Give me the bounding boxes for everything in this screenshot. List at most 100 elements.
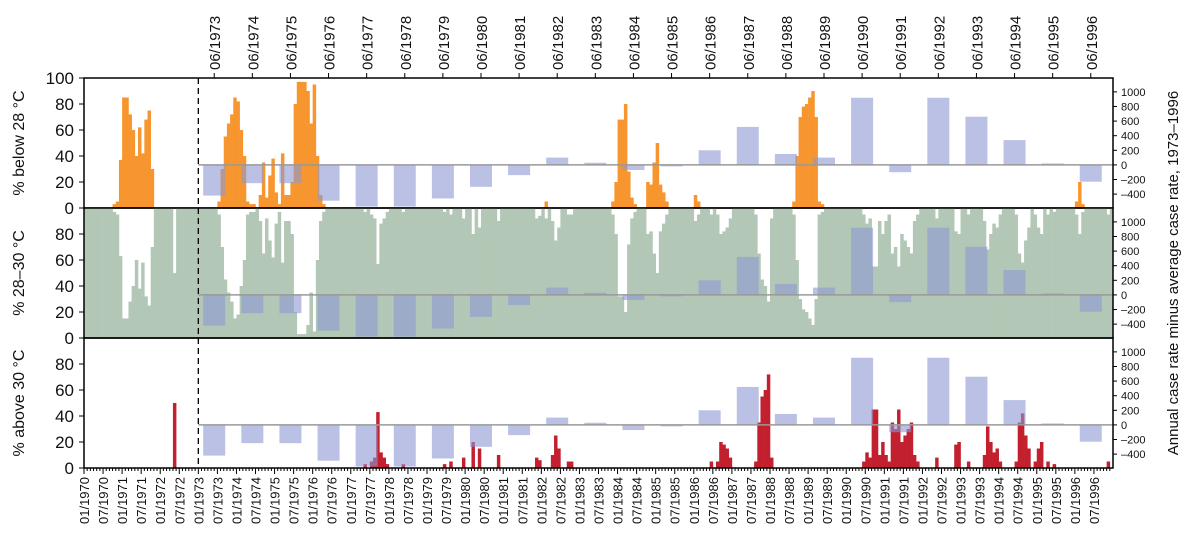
x-tick-label: 07/1996 bbox=[1087, 477, 1102, 524]
month-bar bbox=[525, 208, 529, 338]
month-bar bbox=[274, 223, 279, 338]
month-bar bbox=[303, 334, 307, 338]
month-bar bbox=[801, 309, 806, 338]
month-bar bbox=[544, 218, 548, 338]
month-bar bbox=[287, 221, 291, 338]
month-bar bbox=[363, 211, 367, 338]
month-bar bbox=[814, 299, 818, 338]
month-bar bbox=[703, 208, 707, 338]
x-tick-label: 01/1995 bbox=[1030, 477, 1045, 524]
month-bar bbox=[957, 442, 961, 468]
month-bar bbox=[1017, 253, 1022, 338]
month-bar bbox=[649, 231, 653, 338]
annual-bar bbox=[431, 424, 454, 459]
month-bar bbox=[385, 211, 390, 338]
month-bar bbox=[376, 263, 380, 338]
x-tick-label: 01/1981 bbox=[496, 477, 511, 524]
x-tick-label: 07/1990 bbox=[858, 477, 873, 524]
y2-tick-label: –200 bbox=[1121, 435, 1145, 447]
month-bar bbox=[712, 208, 717, 338]
y2-tick-label: 1000 bbox=[1121, 87, 1145, 99]
month-bar bbox=[836, 208, 841, 338]
y2-tick-label: –200 bbox=[1121, 175, 1145, 187]
y-axis-label: % 28–30 °C bbox=[11, 230, 28, 316]
month-bar bbox=[649, 184, 653, 208]
x-tick-label: 07/1973 bbox=[210, 477, 225, 524]
month-bar bbox=[560, 208, 564, 338]
month-bar bbox=[900, 442, 904, 468]
month-bar bbox=[633, 204, 637, 208]
month-bar bbox=[655, 143, 660, 208]
month-bar bbox=[144, 296, 148, 338]
month-bar bbox=[1024, 435, 1028, 468]
month-bar bbox=[674, 208, 679, 338]
x-tick-label: 01/1971 bbox=[115, 477, 130, 524]
month-bar bbox=[388, 208, 393, 338]
month-bar bbox=[995, 227, 999, 338]
annual-bar bbox=[965, 376, 988, 425]
month-bar bbox=[261, 162, 266, 208]
month-bar bbox=[1017, 422, 1022, 468]
month-bar bbox=[1071, 208, 1076, 338]
month-bar bbox=[423, 208, 428, 338]
month-bar bbox=[884, 455, 888, 468]
month-bar bbox=[395, 208, 399, 338]
month-bar bbox=[128, 114, 132, 208]
month-bar bbox=[897, 409, 901, 468]
month-bar bbox=[916, 214, 920, 338]
y-tick-label: 60 bbox=[55, 121, 74, 140]
month-bar bbox=[528, 208, 533, 338]
y2-tick-label: 400 bbox=[1121, 391, 1139, 403]
month-bar bbox=[404, 208, 409, 338]
x-tick-label: 01/1991 bbox=[877, 477, 892, 524]
x-tick-label: 01/1989 bbox=[801, 477, 816, 524]
month-bar bbox=[617, 296, 622, 338]
month-bar bbox=[519, 208, 523, 338]
month-bar bbox=[296, 81, 301, 208]
top-tick-label: 06/1980 bbox=[474, 16, 491, 70]
top-tick-label: 06/1993 bbox=[969, 16, 986, 70]
month-bar bbox=[992, 223, 996, 338]
month-bar bbox=[1074, 201, 1079, 208]
x-tick-label: 07/1989 bbox=[820, 477, 835, 524]
month-bar bbox=[798, 299, 803, 338]
month-bar bbox=[477, 448, 482, 468]
top-tick-label: 06/1994 bbox=[1008, 16, 1025, 70]
annual-bar bbox=[355, 424, 378, 467]
month-bar bbox=[897, 266, 901, 338]
month-bar bbox=[716, 214, 720, 338]
month-bar bbox=[245, 201, 250, 208]
month-bar bbox=[820, 211, 825, 338]
month-bar bbox=[881, 234, 885, 338]
month-bar bbox=[623, 312, 628, 338]
month-bar bbox=[947, 208, 952, 338]
month-bar bbox=[417, 208, 421, 338]
annual-bar bbox=[469, 294, 492, 317]
month-bar bbox=[868, 457, 872, 468]
top-tick-label: 06/1974 bbox=[245, 16, 262, 70]
month-bar bbox=[90, 208, 94, 338]
month-bar bbox=[770, 457, 774, 468]
y2-axis-label: Annual case rate minus average case rate… bbox=[1165, 91, 1182, 455]
month-bar bbox=[1062, 208, 1066, 338]
month-bar bbox=[706, 208, 710, 338]
month-bar bbox=[760, 279, 764, 338]
month-bar bbox=[893, 429, 898, 468]
y2-tick-label: 0 bbox=[1121, 420, 1127, 432]
month-bar bbox=[236, 101, 240, 208]
y2-tick-label: 200 bbox=[1121, 145, 1139, 157]
annual-bar bbox=[965, 246, 988, 295]
month-bar bbox=[411, 208, 415, 338]
month-bar bbox=[382, 218, 387, 338]
month-bar bbox=[166, 208, 171, 338]
annual-bar bbox=[736, 126, 759, 165]
x-tick-label: 01/1988 bbox=[763, 477, 778, 524]
annual-bar bbox=[317, 164, 340, 201]
month-bar bbox=[687, 208, 691, 338]
y2-tick-label: –400 bbox=[1121, 189, 1145, 201]
month-bar bbox=[233, 318, 237, 338]
annual-bar bbox=[393, 294, 416, 337]
month-bar bbox=[630, 218, 634, 338]
x-tick-label: 07/1975 bbox=[287, 477, 302, 524]
annual-bar bbox=[1003, 140, 1026, 165]
